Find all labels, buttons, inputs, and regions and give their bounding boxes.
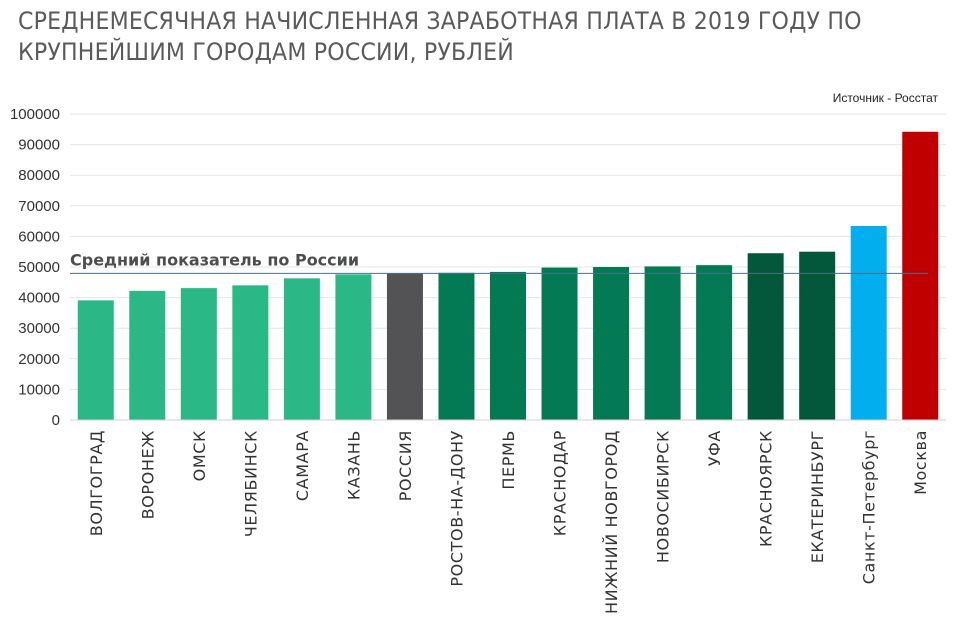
bar [799,251,836,420]
y-tick-label: 90000 [18,137,60,154]
x-axis: ВОЛГОГРАД ВОРОНЕЖ ОМСК ЧЕЛЯБИНСК САМАРА КАЗАН… [70,419,946,614]
x-tick-label: НИЖНИЙ НОВГОРОД [602,430,621,614]
x-tick-label: ВОРОНЕЖ [138,430,157,519]
x-tick-label: КАЗАНЬ [344,430,363,500]
bar [180,288,217,420]
bar [644,266,681,420]
x-tick-label: Санкт-Петербург [860,430,879,584]
bar [283,278,320,420]
bars [77,131,939,420]
bar [386,273,423,420]
bar [232,285,269,420]
bar [490,271,526,420]
y-tick-label: 80000 [18,167,60,184]
x-tick-label: КРАСНОЯРСК [757,430,776,547]
y-tick-label: 50000 [18,259,60,276]
reference-line-label: Средний показатель по России [70,250,359,269]
y-tick-label: 100000 [10,106,60,123]
bar [593,267,630,420]
bar [902,131,939,420]
source-note: Источник - Росстат [832,91,938,105]
y-tick-label: 10000 [18,381,60,398]
chart-title: СРЕДНЕМЕСЯЧНАЯ НАЧИСЛЕННАЯ ЗАРАБОТНАЯ ПЛ… [18,7,862,66]
bar [850,226,887,420]
y-axis: 0 10000 20000 30000 40000 50000 60000 70000 8000… [10,106,60,429]
bar [541,267,578,420]
x-tick-label: САМАРА [293,430,312,501]
bar [747,253,784,420]
x-tick-label: РОСТОВ-НА-ДОНУ [447,430,466,587]
x-tick-label: КРАСНОДАР [551,430,570,536]
bar [438,272,475,420]
y-tick-label: 0 [52,412,60,429]
y-tick-label: 40000 [18,290,60,307]
x-tick-label: Москва [911,430,930,495]
x-tick-label: ОМСК [190,430,209,481]
x-tick-label: УФА [705,430,724,466]
x-tick-label: НОВОСИБИРСК [654,430,673,563]
bar [696,265,733,420]
y-tick-label: 60000 [18,228,60,245]
x-tick-label: ЧЕЛЯБИНСК [241,430,260,537]
bar [129,290,166,420]
y-tick-label: 70000 [18,198,60,215]
x-tick-label: ЕКАТЕРИНБУРГ [808,430,827,563]
x-tick-label: ВОЛГОГРАД [87,430,106,536]
y-tick-label: 20000 [18,351,60,368]
bar [77,300,114,420]
bar [335,274,372,420]
reference-line-group: Средний показатель по России [70,250,928,274]
x-tick-label: РОССИЯ [396,430,415,501]
y-tick-label: 30000 [18,320,60,337]
x-tick-label: ПЕРМЬ [499,430,518,490]
